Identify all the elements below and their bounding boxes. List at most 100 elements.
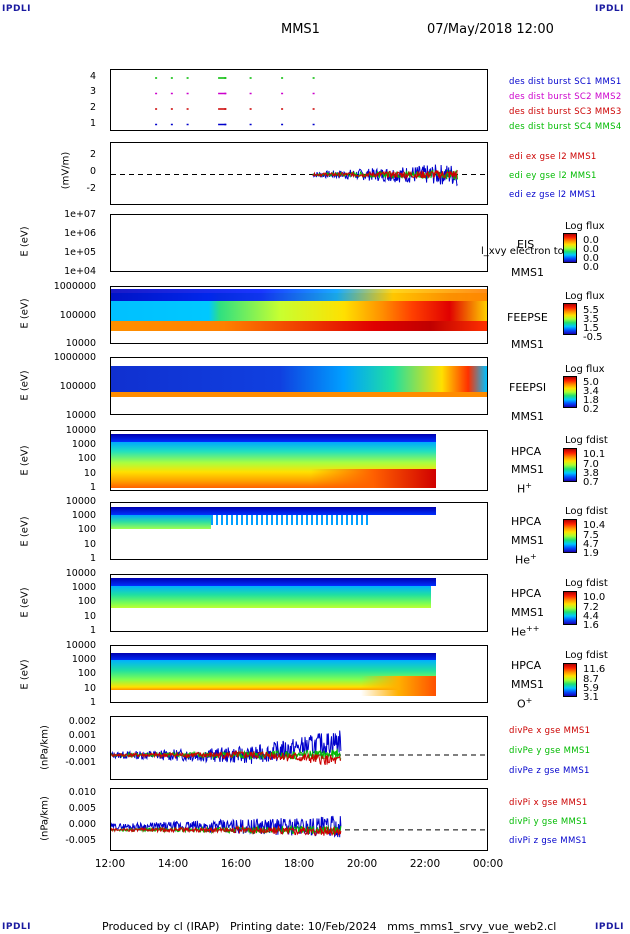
- feepsi-ylabel: E (eV): [19, 370, 31, 401]
- hpca-h-species-charge: +: [525, 481, 532, 490]
- burst-marker: [224, 77, 227, 79]
- x-tick: 00:00: [472, 858, 504, 870]
- eis-cbar-value: 0.0: [583, 253, 599, 264]
- hpca-he2-colorbar-title: Log fdist: [565, 578, 608, 589]
- eis-ylabel: E (eV): [19, 226, 31, 257]
- feepse-high-energy: [111, 289, 487, 301]
- burst-marker: [186, 123, 189, 126]
- burst-marker: [249, 108, 252, 110]
- burst-marker: [218, 77, 227, 79]
- eis-spacecraft: MMS1: [511, 266, 544, 279]
- hpca-he2-ytick: 10: [83, 611, 96, 622]
- hpca-o-cbar-value: 11.6: [583, 664, 606, 675]
- divpi-ytick: 0.000: [68, 819, 96, 830]
- feepsi-spacecraft: MMS1: [511, 410, 544, 423]
- feepsi-colorbar: [563, 376, 577, 408]
- hpca-he2-ytick: 100: [77, 596, 96, 607]
- divpe-ytick: 0.000: [68, 744, 96, 755]
- hpca-o-species-charge: +: [525, 696, 533, 705]
- hpca-o-cbar-value: 8.7: [583, 674, 599, 685]
- hpca-he-ytick: 1000: [71, 510, 96, 521]
- x-tick: 20:00: [346, 858, 378, 870]
- hpca-h-cbar-value: 0.7: [583, 477, 599, 488]
- eis-ytick: 1e+04: [64, 266, 96, 277]
- burst-marker: [170, 108, 173, 110]
- burst-marker: [224, 123, 227, 126]
- legend-divpi-x: divPi x gse MMS1: [509, 798, 588, 808]
- feepse-low-energy: [111, 321, 487, 331]
- hpca-o-cbar-value: 5.9: [583, 683, 599, 694]
- feepse-cbar-value: 1.5: [583, 323, 599, 334]
- feepsi-ytick: 1000000: [53, 352, 96, 363]
- divpe-ytick: 0.002: [68, 716, 96, 727]
- burst-ytick: 4: [89, 71, 96, 82]
- burst-marker: [186, 77, 189, 79]
- hpca-o-plot-area: [110, 645, 488, 703]
- feepse-ytick: 10000: [65, 338, 96, 349]
- hpca-h-species-name: H: [517, 482, 526, 496]
- feepsi-cbar-value: 5.0: [583, 377, 599, 388]
- series-line: [111, 750, 342, 766]
- feepsi-colorbar-title: Log flux: [565, 364, 605, 375]
- hpca-h-spacecraft: MMS1: [511, 463, 544, 476]
- feepse-colorbar-title: Log flux: [565, 291, 605, 302]
- hpca-h-ytick: 10000: [65, 425, 96, 436]
- burst-marker: [281, 123, 284, 126]
- hpca-he-spacecraft: MMS1: [511, 534, 544, 547]
- hpca-he-instrument: HPCA: [511, 515, 542, 528]
- burst-marker: [155, 77, 158, 79]
- burst-marker: [224, 92, 227, 95]
- hpca-he-ytick: 10000: [65, 496, 96, 507]
- burst-ytick: 2: [89, 102, 96, 113]
- feepsi-low-energy-line: [111, 392, 487, 397]
- hpca-he2-species-charge: ++: [526, 624, 540, 633]
- eis-overlay-text: l_xvy electron tot: [481, 246, 568, 257]
- hpca-he2-cbar-value: 4.4: [583, 611, 599, 622]
- divpe-lines: [111, 730, 487, 766]
- burst-marker: [224, 108, 227, 110]
- edi-ytick: 2: [89, 149, 96, 160]
- hpca-he-species-name: He: [515, 553, 531, 567]
- corner-label-br: IPDLI: [595, 922, 624, 932]
- hpca-o-species: O+: [517, 696, 532, 711]
- hpca-he-ytick: 1: [89, 553, 96, 564]
- x-tick: 18:00: [283, 858, 315, 870]
- hpca-o-ytick: 10: [83, 683, 96, 694]
- hpca-h-top-band: [111, 434, 436, 442]
- hpca-h-plot-area: [110, 430, 488, 491]
- hpca-he2-ytick: 1000: [71, 582, 96, 593]
- eis-plot-area: [110, 214, 488, 272]
- burst-marker: [170, 92, 173, 95]
- divpi-plot-area: [110, 788, 488, 851]
- burst-marker: [155, 108, 158, 110]
- hpca-he2-species: He++: [511, 624, 539, 639]
- hpca-he2-top-band: [111, 578, 436, 586]
- feepse-cbar-value: -0.5: [583, 332, 603, 343]
- hpca-o-ytick: 1: [89, 697, 96, 708]
- hpca-he-species: He+: [515, 552, 537, 567]
- hpca-o-colorbar-title: Log fdist: [565, 650, 608, 661]
- burst-marker: [312, 92, 315, 95]
- hpca-he-ytick: 100: [77, 524, 96, 535]
- burst-marker: [249, 123, 252, 126]
- corner-label-tr: IPDLI: [595, 4, 624, 14]
- feepse-cbar-value: 5.5: [583, 305, 599, 316]
- hpca-he2-plot-area: [110, 574, 488, 632]
- hpca-he-colorbar-title: Log fdist: [565, 506, 608, 517]
- hpca-h-species: H+: [517, 481, 532, 496]
- hpca-h-ytick: 10: [83, 468, 96, 479]
- burst-marker: [218, 123, 227, 126]
- hpca-he2-cbar-value: 10.0: [583, 592, 606, 603]
- eis-ytick: 1e+05: [64, 247, 96, 258]
- hpca-he-cbar-value: 4.7: [583, 539, 599, 550]
- burst-marks: [155, 77, 315, 126]
- hpca-o-cbar-value: 3.1: [583, 692, 599, 703]
- hpca-o-ylabel: E (eV): [19, 659, 31, 690]
- burst-ytick: 1: [89, 118, 96, 129]
- hpca-he-colorbar: [563, 519, 577, 553]
- hpca-h-instrument: HPCA: [511, 445, 542, 458]
- feepse-colorbar: [563, 303, 577, 335]
- divpi-lines: [111, 815, 487, 838]
- hpca-h-cbar-value: 10.1: [583, 449, 606, 460]
- burst-plot-area: [110, 69, 488, 131]
